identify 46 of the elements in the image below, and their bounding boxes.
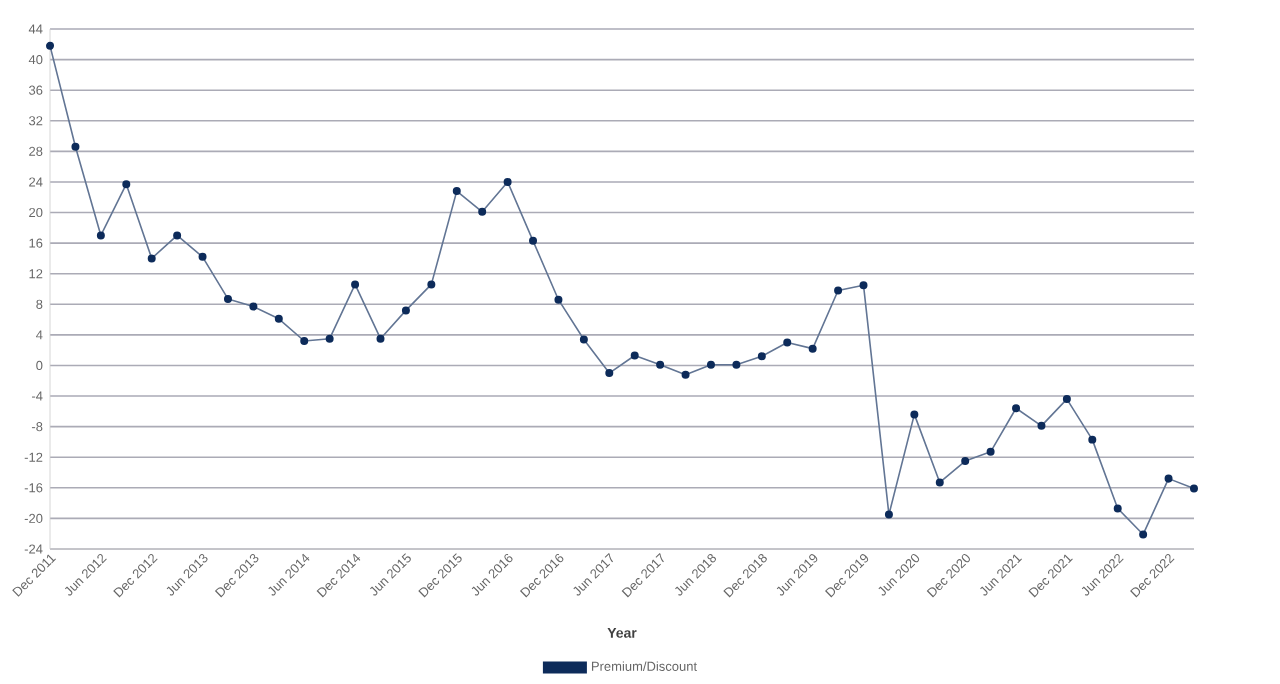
point: [198, 252, 207, 261]
point: [300, 336, 309, 345]
point: [427, 280, 436, 289]
point: [757, 352, 766, 361]
point: [1113, 504, 1122, 513]
point: [961, 457, 970, 466]
point: [122, 180, 131, 189]
point: [401, 306, 410, 315]
point: [681, 370, 690, 379]
point: [147, 254, 156, 263]
point: [452, 187, 461, 196]
point: [554, 295, 563, 304]
point: [808, 344, 817, 353]
point: [71, 142, 80, 151]
point: [605, 369, 614, 378]
point: [859, 281, 868, 290]
point: [351, 280, 360, 289]
point: [46, 41, 55, 50]
point: [579, 335, 588, 344]
point: [1037, 421, 1046, 430]
point: [910, 410, 919, 419]
point: [274, 314, 283, 323]
point: [884, 510, 893, 519]
point: [834, 286, 843, 295]
point: [325, 334, 334, 343]
point: [96, 231, 105, 240]
point: [1062, 395, 1071, 404]
point: [503, 177, 512, 186]
point: [1164, 474, 1173, 483]
point: [783, 338, 792, 347]
point: [935, 478, 944, 487]
point: [249, 302, 258, 311]
point: [1139, 530, 1148, 539]
point: [1012, 404, 1021, 413]
point: [986, 447, 995, 456]
point: [478, 207, 487, 216]
point: [630, 351, 639, 360]
point: [223, 294, 232, 303]
point: [529, 236, 538, 245]
point: [656, 360, 665, 369]
point: [1088, 435, 1097, 444]
point: [732, 360, 741, 369]
point: [706, 360, 715, 369]
point: [173, 231, 182, 240]
point: [376, 334, 385, 343]
point: [1189, 484, 1198, 493]
